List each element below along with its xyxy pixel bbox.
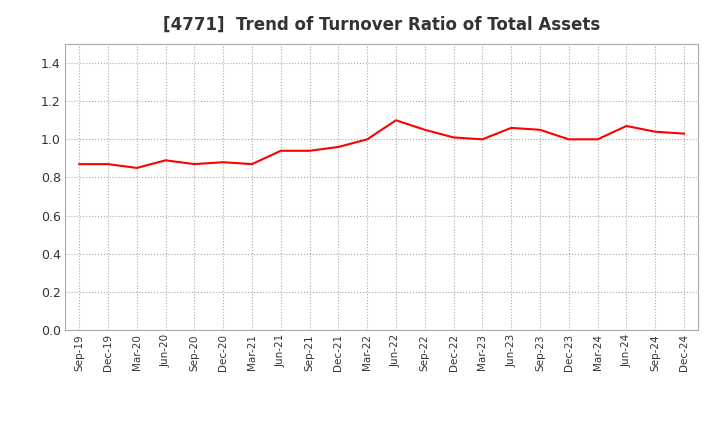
Title: [4771]  Trend of Turnover Ratio of Total Assets: [4771] Trend of Turnover Ratio of Total …	[163, 16, 600, 34]
